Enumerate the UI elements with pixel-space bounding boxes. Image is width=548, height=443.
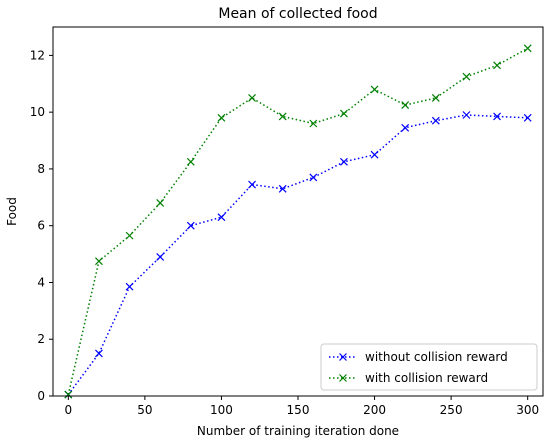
y-tick-label: 10: [30, 105, 45, 119]
x-tick-label: 150: [287, 403, 310, 417]
data-point-marker: [371, 151, 378, 158]
legend-label-1: without collision reward: [365, 350, 508, 364]
x-tick-label: 0: [64, 403, 72, 417]
data-point-marker: [95, 350, 102, 357]
data-point-marker: [187, 222, 194, 229]
y-tick-label: 12: [30, 48, 45, 62]
data-point-marker: [310, 174, 317, 181]
data-point-marker: [402, 102, 409, 109]
y-tick-label: 4: [37, 275, 45, 289]
data-point-marker: [371, 86, 378, 93]
data-point-marker: [157, 253, 164, 260]
data-point-marker: [432, 117, 439, 124]
x-tick-label: 300: [516, 403, 539, 417]
axes-frame: [53, 27, 543, 396]
x-tick-label: 50: [137, 403, 152, 417]
series-line-2: [68, 48, 527, 394]
y-axis-label: Food: [5, 197, 19, 226]
data-point-marker: [463, 111, 470, 118]
data-point-marker: [494, 62, 501, 69]
y-tick-label: 2: [37, 332, 45, 346]
data-point-marker: [249, 94, 256, 101]
y-tick-label: 0: [37, 389, 45, 403]
y-tick-label: 6: [37, 219, 45, 233]
y-tick-label: 8: [37, 162, 45, 176]
data-point-marker: [126, 283, 133, 290]
x-tick-label: 100: [210, 403, 233, 417]
data-point-marker: [249, 181, 256, 188]
data-point-marker: [524, 45, 531, 52]
chart-title: Mean of collected food: [218, 6, 377, 22]
data-point-marker: [218, 114, 225, 121]
data-point-marker: [310, 120, 317, 127]
data-point-marker: [157, 199, 164, 206]
x-axis-label: Number of training iteration done: [197, 424, 399, 438]
data-point-marker: [126, 232, 133, 239]
data-point-marker: [187, 158, 194, 165]
x-tick-label: 250: [440, 403, 463, 417]
data-point-marker: [463, 73, 470, 80]
x-tick-label: 200: [363, 403, 386, 417]
data-point-marker: [524, 114, 531, 121]
data-point-marker: [340, 110, 347, 117]
data-point-marker: [95, 258, 102, 265]
legend-label-2: with collision reward: [365, 371, 488, 385]
